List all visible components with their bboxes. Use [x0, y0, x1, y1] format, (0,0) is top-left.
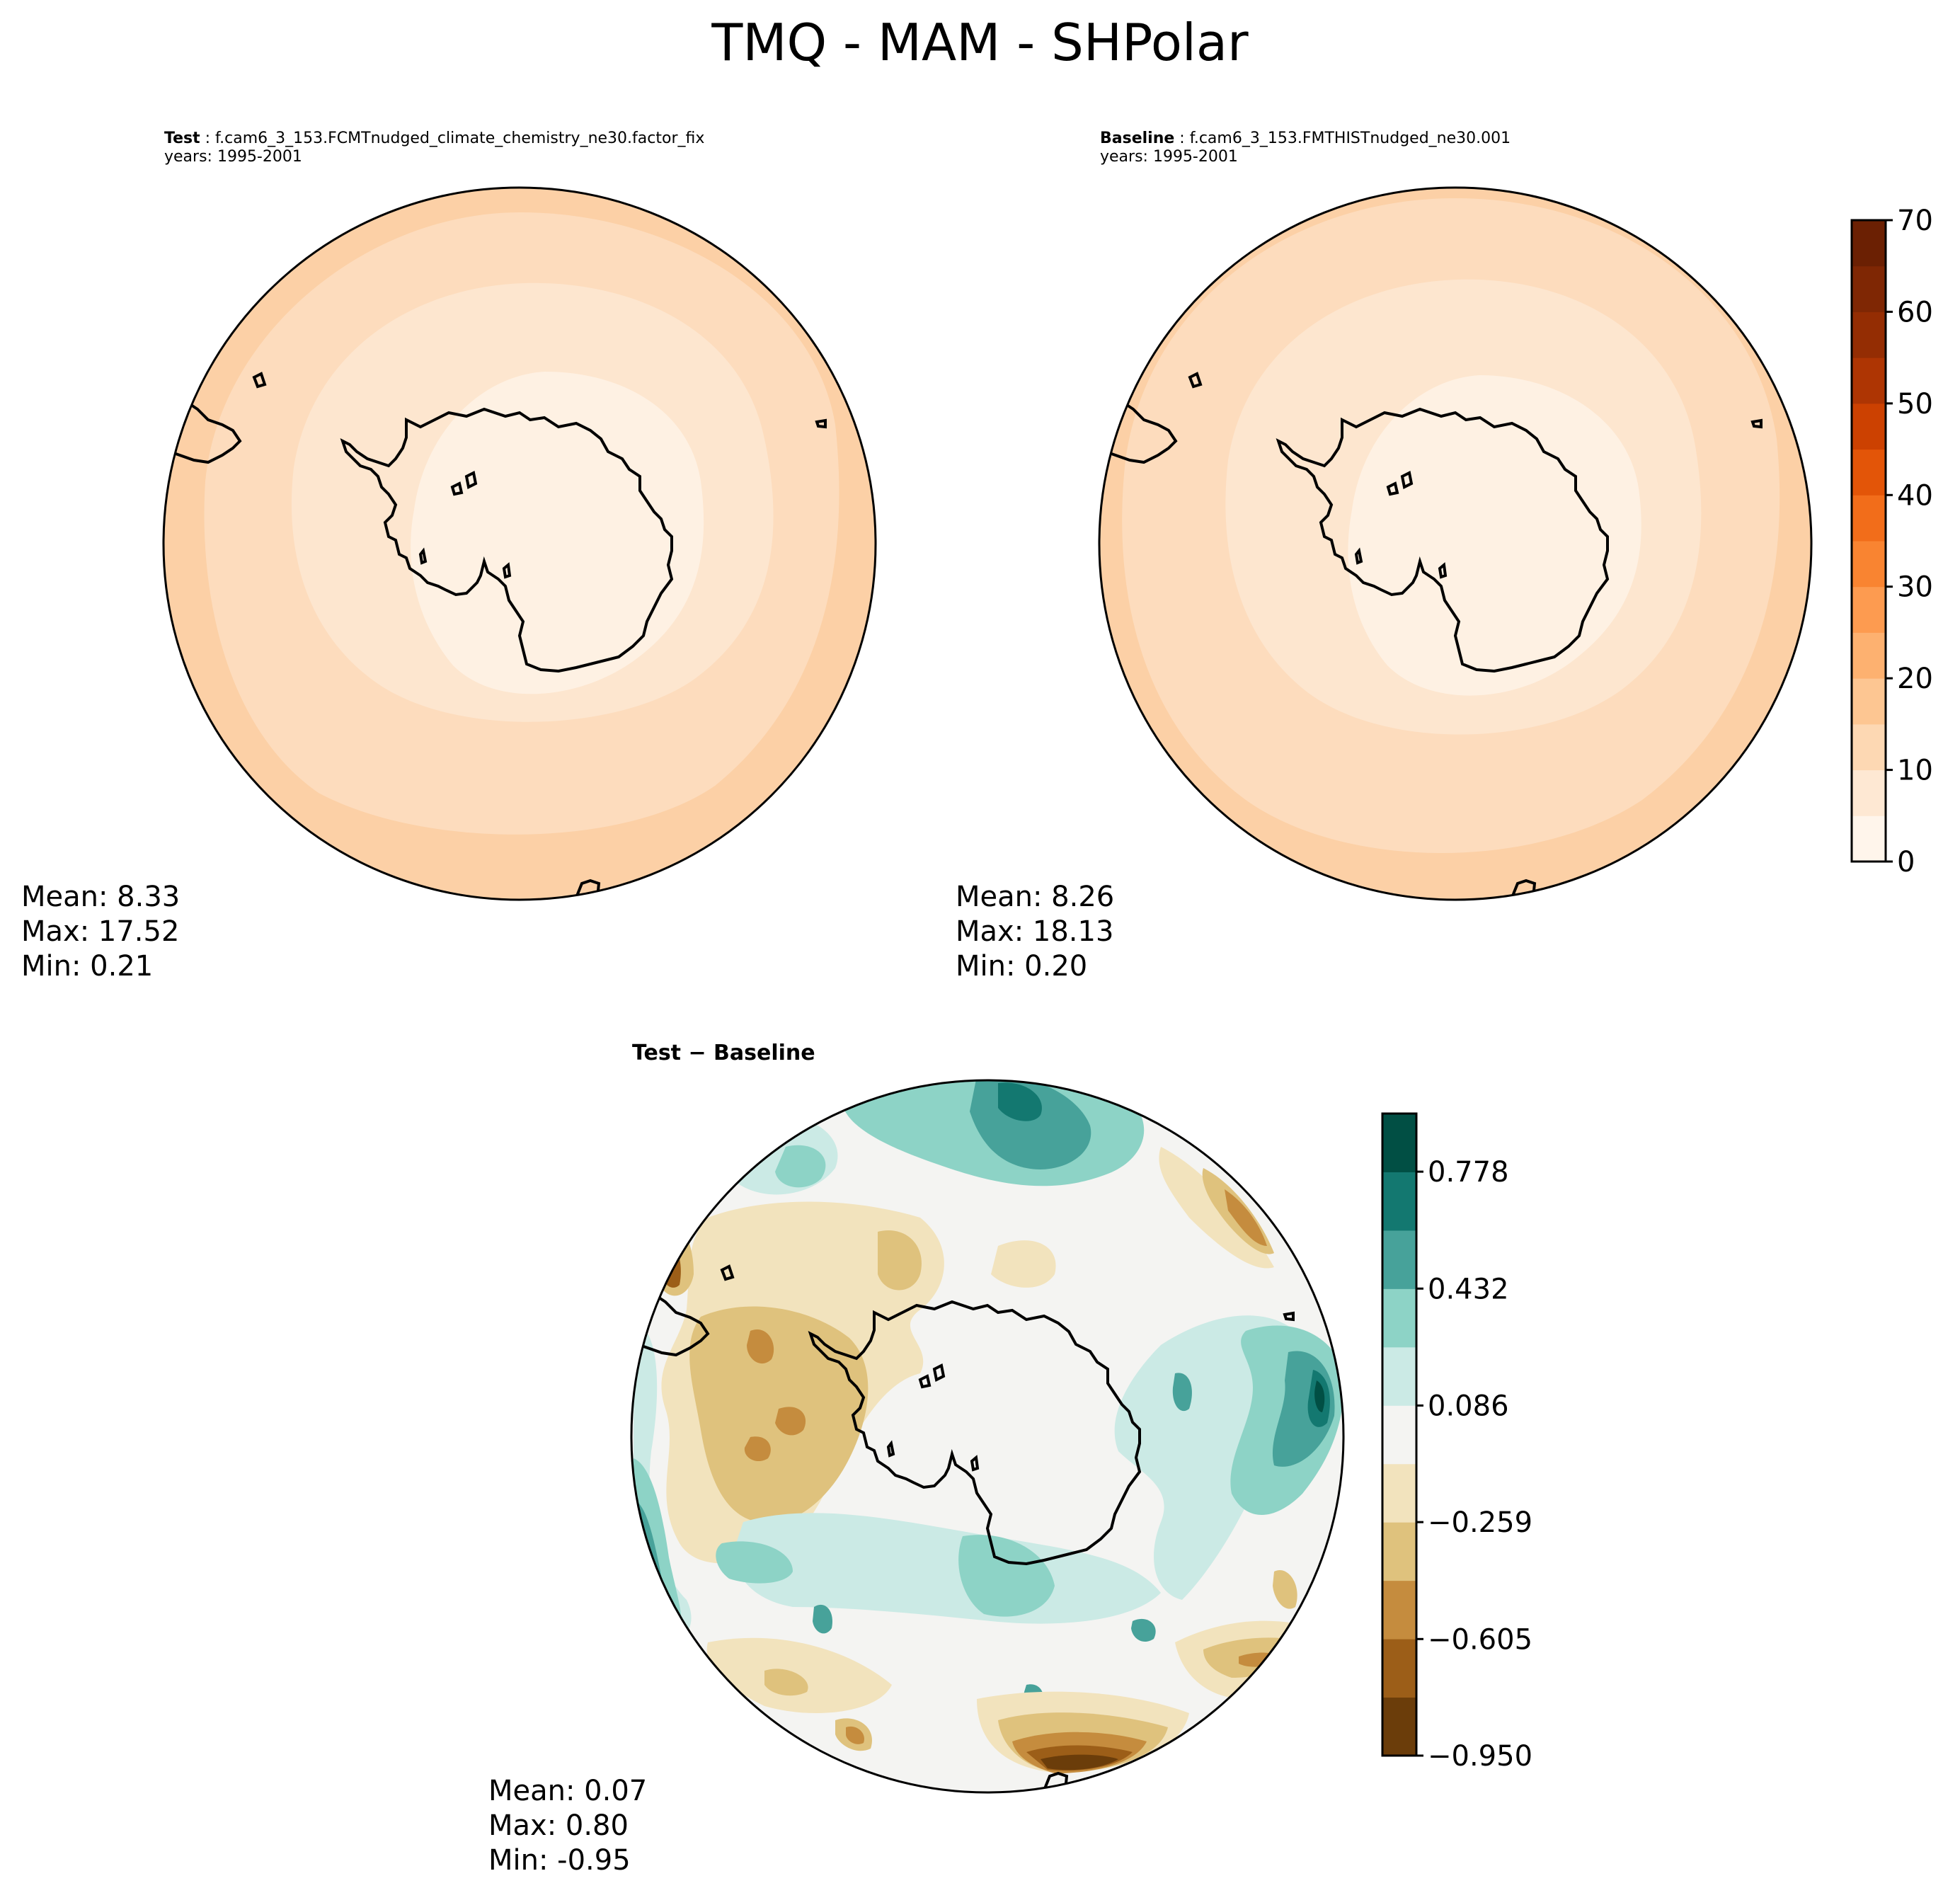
diff-region — [716, 1541, 793, 1584]
diff-map-boundary — [630, 1079, 1345, 1794]
colorbar-segment — [1382, 1288, 1416, 1348]
test-baseline-colorbar: 0 10 20 30 40 50 60 70 — [1850, 205, 1933, 879]
test-min: Min: 0.21 — [21, 950, 154, 983]
baseline-coastlines — [1099, 372, 1763, 898]
colorbar-tick-label: 40 — [1897, 479, 1933, 512]
diff-region — [1041, 1754, 1118, 1770]
diff-map — [630, 1079, 1345, 1794]
diff-region — [1225, 1189, 1267, 1246]
diff-mean: Mean: 0.07 — [488, 1775, 648, 1807]
diff-region — [813, 1604, 832, 1634]
colorbar-tick-label: 10 — [1897, 755, 1933, 787]
diff-region — [1172, 1373, 1192, 1412]
test-header: Test : f.cam6_3_153.FCMTnudged_climate_c… — [164, 130, 705, 166]
diff-max: Max: 0.80 — [488, 1809, 629, 1842]
colorbar-tick-label: −0.605 — [1428, 1623, 1532, 1656]
diff-region — [662, 1246, 681, 1288]
test-map — [162, 186, 877, 901]
colorbar-segment — [1852, 220, 1886, 267]
colorbar-segment — [1852, 403, 1886, 450]
figure-title: TMQ - MAM - SHPolar — [711, 13, 1249, 72]
baseline-max: Max: 18.13 — [956, 915, 1114, 948]
colorbar-tick-label: 20 — [1897, 663, 1933, 695]
diff-region — [775, 1145, 826, 1188]
test-coastlines — [164, 372, 827, 898]
diff-region — [1131, 1618, 1156, 1642]
baseline-case-name: f.cam6_3_153.FMTHISTnudged_ne30.001 — [1189, 130, 1511, 147]
diff-region — [744, 1436, 771, 1462]
colorbar-tick-label: −0.259 — [1428, 1506, 1532, 1539]
baseline-label: Baseline — [1100, 130, 1175, 147]
baseline-years: years: 1995-2001 — [1100, 148, 1238, 166]
diff-region — [764, 1669, 808, 1696]
colorbar-segment — [1382, 1114, 1416, 1172]
colorbar-tick-label: 0.778 — [1428, 1156, 1509, 1189]
diff-region — [775, 1407, 806, 1436]
colorbar-tick-label: −0.950 — [1428, 1740, 1532, 1773]
baseline-min: Min: 0.20 — [956, 950, 1088, 983]
colorbar-segment — [1852, 311, 1886, 358]
baseline-mean: Mean: 8.26 — [956, 881, 1115, 913]
diff-header: Test − Baseline — [632, 1041, 815, 1065]
colorbar-tick-label: 0 — [1897, 846, 1915, 879]
diff-region — [998, 1082, 1042, 1121]
test-max: Max: 17.52 — [21, 915, 180, 948]
colorbar-segment — [1382, 1522, 1416, 1581]
diff-region — [991, 1240, 1056, 1288]
colorbar-tick-label: 70 — [1897, 205, 1933, 237]
colorbar-segment — [1852, 632, 1886, 679]
diff-stats: Mean: 0.07 Max: 0.80 Min: -0.95 — [488, 1774, 647, 1878]
colorbar-tick-label: 60 — [1897, 296, 1933, 328]
colorbar-segment — [1382, 1580, 1416, 1640]
colorbar-segment — [1852, 816, 1886, 862]
test-band-0-5 — [411, 372, 704, 694]
colorbar-segment — [1852, 357, 1886, 404]
diff-min: Min: -0.95 — [488, 1844, 631, 1877]
colorbar-segment — [1382, 1172, 1416, 1231]
baseline-map — [1098, 186, 1813, 901]
diff-region — [747, 1329, 774, 1364]
colorbar-segment — [1382, 1463, 1416, 1523]
colorbar-tick-label: 0.086 — [1428, 1390, 1509, 1422]
baseline-header: Baseline : f.cam6_3_153.FMTHISTnudged_ne… — [1100, 130, 1511, 166]
colorbar-segment — [1382, 1639, 1416, 1698]
colorbar-segment — [1852, 449, 1886, 496]
colorbar-segment — [1852, 586, 1886, 633]
colorbar-segment — [1382, 1230, 1416, 1289]
colorbar-tick-label: 0.432 — [1428, 1273, 1509, 1305]
colorbar-tick-label: 30 — [1897, 571, 1933, 604]
colorbar-segment — [1382, 1697, 1416, 1756]
diff-region — [735, 1513, 1161, 1624]
diff-coastlines — [631, 1265, 1295, 1791]
test-case-name: f.cam6_3_153.FCMTnudged_climate_chemistr… — [215, 130, 705, 147]
diff-region — [1273, 1570, 1297, 1609]
test-stats: Mean: 8.33 Max: 17.52 Min: 0.21 — [21, 880, 180, 984]
colorbar-frame — [1381, 1112, 1418, 1757]
diff-region — [958, 1535, 1055, 1617]
diff-region — [1314, 1380, 1325, 1412]
colorbar-segment — [1382, 1405, 1416, 1465]
test-label: Test — [164, 130, 200, 147]
test-mean: Mean: 8.33 — [21, 881, 180, 913]
baseline-stats: Mean: 8.26 Max: 18.13 Min: 0.20 — [956, 880, 1114, 984]
colorbar-tick-label: 50 — [1897, 388, 1933, 420]
diff-region — [846, 1726, 864, 1744]
colorbar-segment — [1852, 769, 1886, 816]
colorbar-frame — [1850, 219, 1887, 863]
baseline-map-boundary — [1098, 186, 1813, 901]
colorbar-segment — [1852, 495, 1886, 542]
colorbar-segment — [1852, 541, 1886, 588]
test-years: years: 1995-2001 — [164, 148, 302, 166]
test-map-boundary — [162, 186, 877, 901]
colorbar-segment — [1852, 723, 1886, 771]
baseline-band-0-5 — [1348, 375, 1641, 696]
diff-colorbar: −0.950 −0.605 −0.259 0.086 0.432 0.778 — [1381, 1112, 1532, 1773]
colorbar-segment — [1382, 1346, 1416, 1406]
diff-region — [878, 1230, 922, 1291]
colorbar-segment — [1852, 678, 1886, 725]
colorbar-segment — [1852, 265, 1886, 312]
